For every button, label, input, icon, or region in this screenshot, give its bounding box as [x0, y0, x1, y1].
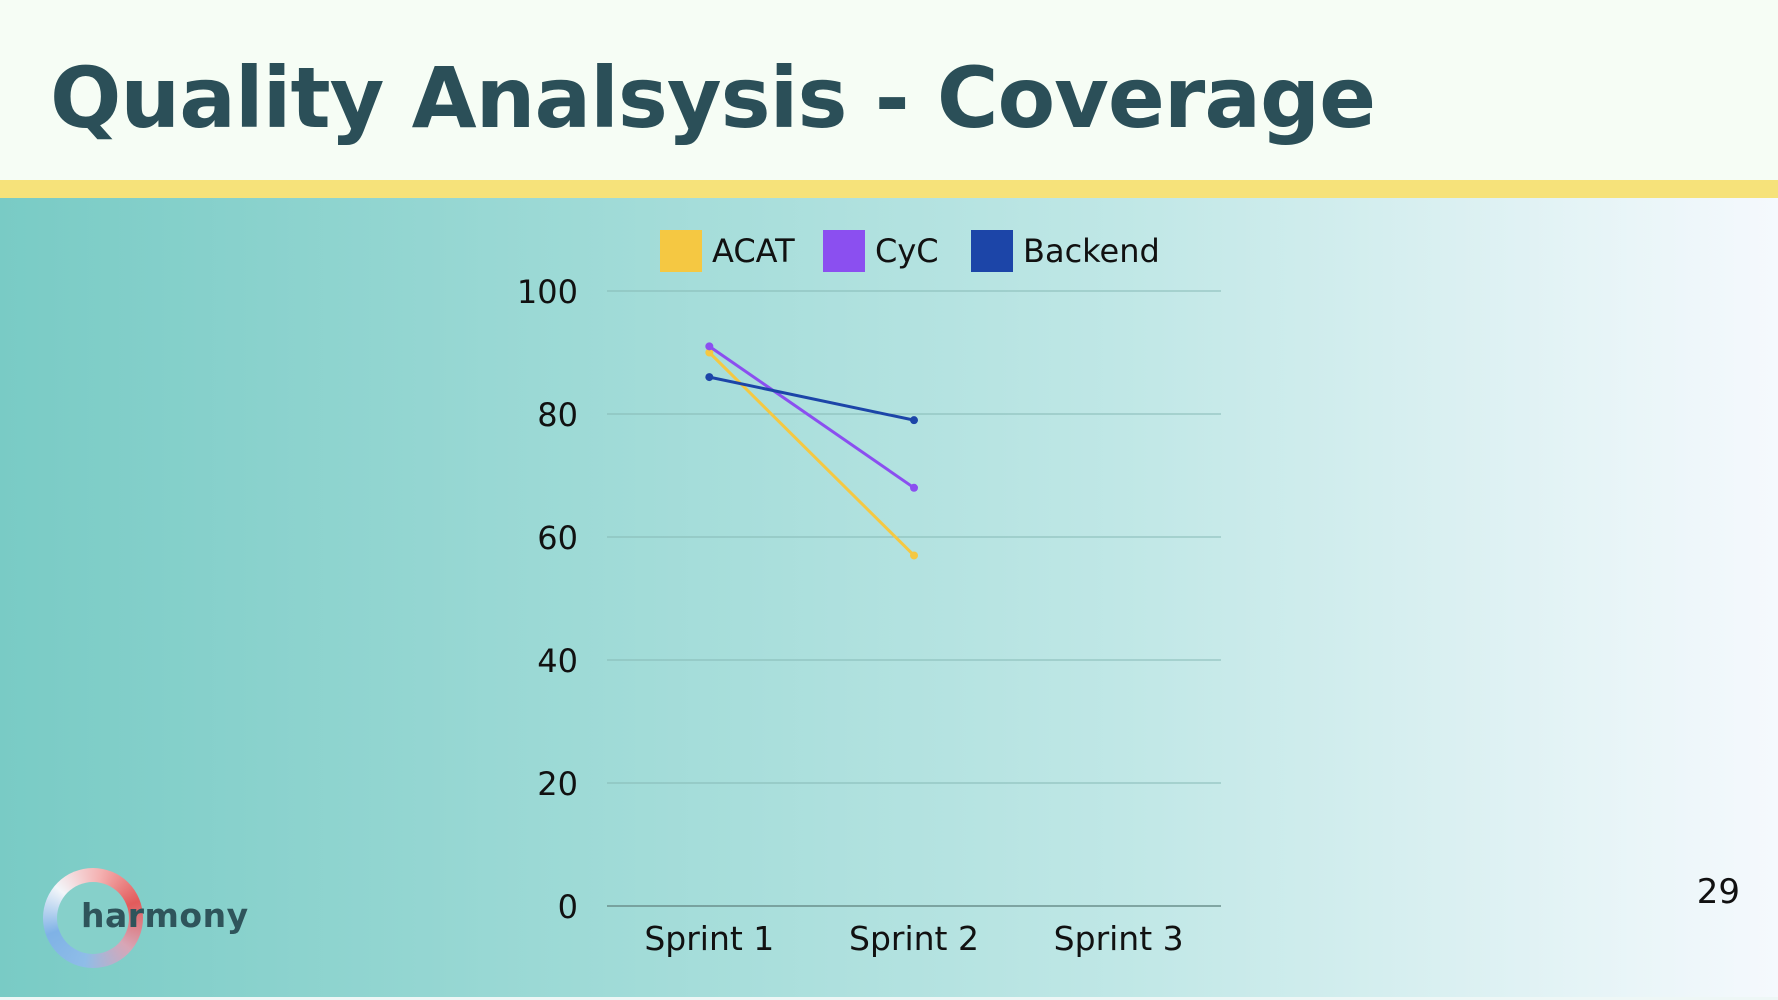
bottom-edge — [0, 997, 1778, 1000]
legend-label-cyc: CyC — [875, 232, 939, 270]
data-point-acat — [910, 551, 918, 560]
data-point-cyc — [910, 483, 918, 492]
chart-x-tick-labels: Sprint 1 Sprint 2 Sprint 3 — [644, 919, 1183, 958]
data-point-cyc — [705, 342, 714, 351]
header: Quality Analsysis - Coverage — [0, 0, 1778, 180]
legend-label-backend: Backend — [1023, 232, 1160, 270]
legend-swatch-backend — [971, 230, 1013, 272]
legend-label-acat: ACAT — [712, 232, 795, 270]
y-tick-label: 80 — [537, 396, 578, 434]
chart-series — [705, 342, 918, 560]
data-point-acat — [705, 348, 714, 357]
data-point-backend — [910, 416, 918, 425]
legend-swatch-acat — [660, 230, 702, 272]
y-tick-label: 40 — [537, 642, 578, 680]
data-point-backend — [705, 373, 714, 382]
y-tick-label: 100 — [517, 273, 578, 311]
series-line-cyc — [707, 344, 916, 490]
page-title: Quality Analsysis - Coverage — [50, 49, 1376, 147]
chart-y-tick-labels: 0 20 40 60 80 100 — [517, 273, 578, 926]
ring-icon — [43, 868, 143, 968]
series-line-acat — [707, 351, 916, 557]
y-tick-label: 60 — [537, 519, 578, 557]
chart-legend: ACAT CyC Backend — [660, 230, 1160, 272]
accent-band — [0, 180, 1778, 198]
content-background — [0, 198, 1778, 1000]
harmony-logo: harmony — [43, 868, 248, 972]
legend-swatch-cyc — [823, 230, 865, 272]
x-tick-label: Sprint 3 — [1054, 919, 1184, 958]
page-number: 29 — [1696, 872, 1740, 912]
y-tick-label: 20 — [537, 765, 578, 803]
x-tick-label: Sprint 1 — [644, 919, 774, 958]
logo-text: harmony — [81, 896, 249, 935]
y-tick-label: 0 — [558, 888, 578, 926]
chart-grid — [607, 290, 1221, 907]
series-line-backend — [707, 375, 916, 422]
x-tick-label: Sprint 2 — [849, 919, 979, 958]
